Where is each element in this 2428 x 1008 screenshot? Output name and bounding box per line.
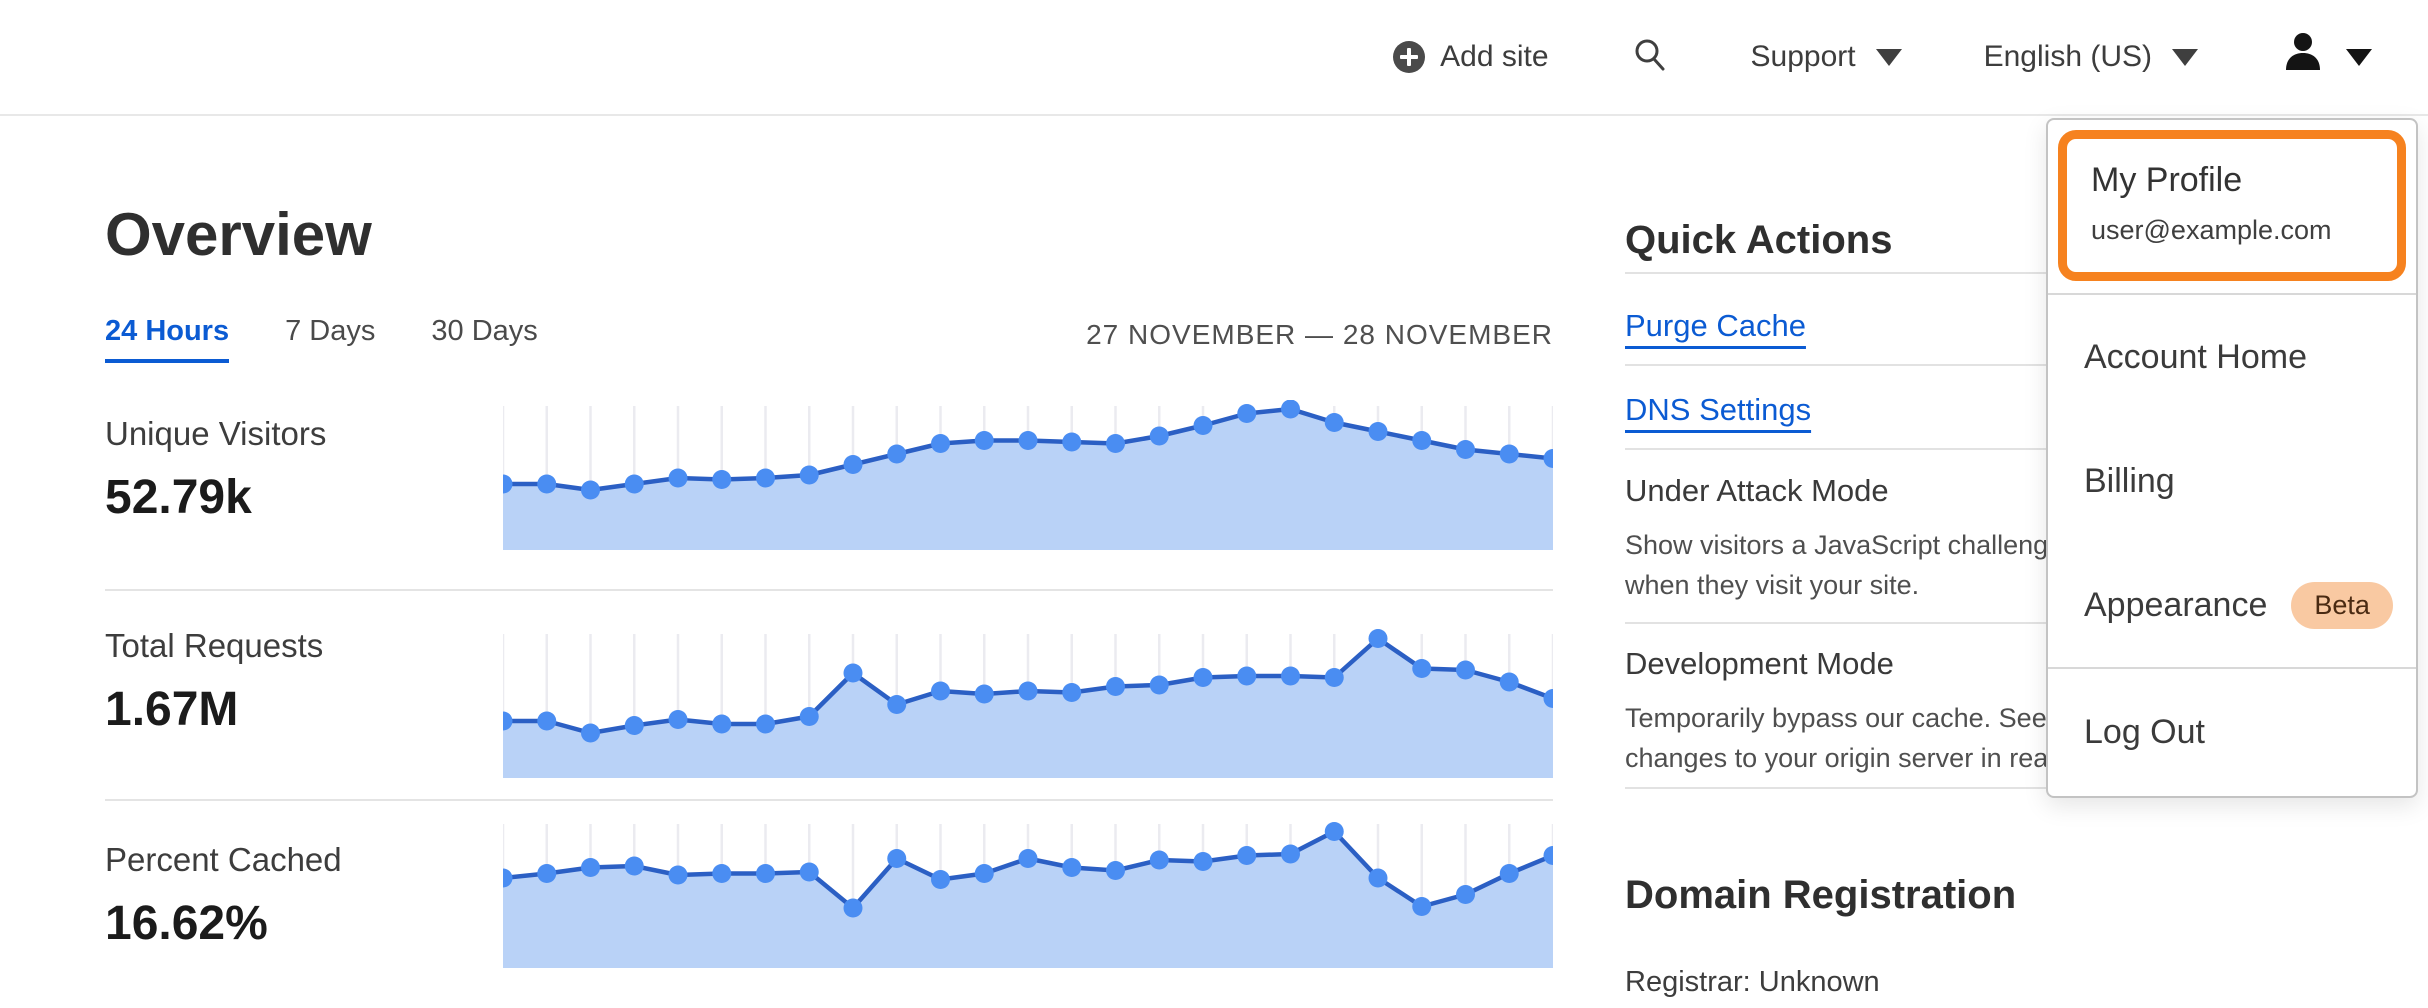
plus-circle-icon [1392, 40, 1426, 74]
total-requests-chart [503, 628, 1553, 778]
percent-cached-chart [503, 818, 1553, 968]
quick-actions-title: Quick Actions [1625, 218, 1893, 262]
divider [2048, 667, 2416, 669]
support-menu[interactable]: Support [1751, 40, 1902, 74]
unique-visitors-chart [503, 400, 1553, 550]
divider [105, 589, 1553, 591]
development-mode-label: Development Mode [1625, 646, 1894, 681]
metric-value-total-requests: 1.67M [105, 683, 239, 736]
language-menu[interactable]: English (US) [1984, 40, 2198, 74]
domain-registration-title: Domain Registration [1625, 873, 2017, 917]
menu-item-account-home[interactable]: Account Home [2084, 337, 2307, 376]
divider [1625, 787, 2360, 789]
under-attack-mode-description: Show visitors a JavaScript challenge whe… [1625, 530, 2064, 600]
tab-7-days[interactable]: 7 Days [285, 315, 376, 347]
menu-item-billing[interactable]: Billing [2084, 461, 2175, 500]
divider [1625, 364, 2360, 366]
user-avatar-icon [2280, 30, 2326, 84]
tab-30-days[interactable]: 30 Days [431, 315, 538, 347]
registrar-value: Registrar: Unknown [1625, 966, 1880, 998]
metric-label-total-requests: Total Requests [105, 627, 324, 664]
divider [105, 799, 1553, 801]
date-range-label: 27 NOVEMBER — 28 NOVEMBER [1086, 319, 1553, 350]
chevron-down-icon [1875, 48, 1902, 66]
language-label: English (US) [1983, 40, 2152, 73]
dns-settings-link[interactable]: DNS Settings [1625, 392, 1812, 427]
divider [2048, 293, 2416, 295]
metric-label-unique-visitors: Unique Visitors [105, 415, 327, 452]
metric-label-percent-cached: Percent Cached [105, 841, 342, 878]
menu-item-appearance[interactable]: Appearance Beta [2048, 543, 2416, 667]
divider [1625, 448, 2360, 450]
account-menu-button[interactable] [2280, 30, 2372, 84]
profile-email: user@example.com [2091, 215, 2332, 245]
under-attack-mode-label: Under Attack Mode [1625, 473, 1889, 508]
top-nav: Add site Support English (US) [0, 0, 2428, 116]
support-label: Support [1750, 40, 1856, 73]
beta-badge: Beta [2291, 581, 2393, 629]
metric-value-unique-visitors: 52.79k [105, 471, 252, 524]
search-icon [1631, 36, 1669, 79]
search-button[interactable] [1631, 36, 1669, 79]
add-site-button[interactable]: Add site [1392, 40, 1549, 74]
page-title: Overview [105, 201, 372, 268]
add-site-label: Add site [1440, 40, 1549, 73]
time-range-tabs: 24 Hours 7 Days 30 Days 27 NOVEMBER — 28… [105, 315, 1553, 363]
divider [1625, 272, 2360, 274]
my-profile-menu-item[interactable]: My Profile user@example.com [2058, 130, 2406, 281]
development-mode-description: Temporarily bypass our cache. See change… [1625, 703, 2121, 773]
metric-value-percent-cached: 16.62% [105, 897, 268, 950]
tab-24-hours[interactable]: 24 Hours [105, 315, 230, 363]
chevron-down-icon [2346, 48, 2372, 66]
account-dropdown-menu: My Profile user@example.com Account Home… [2046, 118, 2418, 798]
purge-cache-link[interactable]: Purge Cache [1625, 308, 1806, 343]
my-profile-label: My Profile [2091, 161, 2243, 199]
divider [1625, 622, 2360, 624]
menu-item-log-out[interactable]: Log Out [2084, 713, 2205, 751]
chevron-down-icon [2172, 48, 2198, 66]
